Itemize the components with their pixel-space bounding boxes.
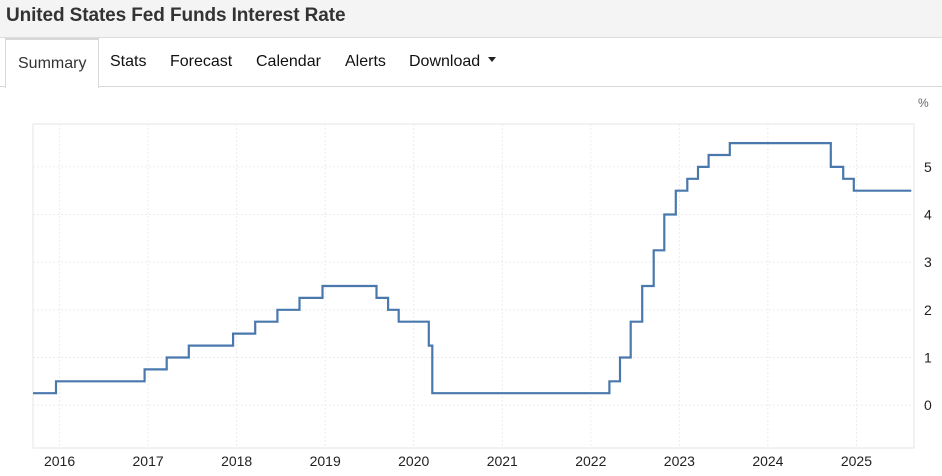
x-axis-ticks: 2016 2017 2018 2019 2020 2021 2022 2023 2024 2025	[44, 453, 872, 469]
tab-download-label: Download	[409, 53, 481, 70]
tab-summary[interactable]: Summary	[5, 38, 99, 88]
tab-alerts[interactable]: Alerts	[345, 53, 386, 70]
y-axis-unit-label: %	[918, 96, 929, 110]
y-axis-ticks: 0 1 2 3 4 5	[924, 159, 932, 413]
chart-grid	[33, 124, 914, 448]
x-tick-label: 2018	[221, 453, 252, 469]
x-tick-label: 2024	[752, 453, 783, 469]
y-tick-label: 0	[924, 397, 932, 413]
x-tick-label: 2019	[310, 453, 341, 469]
tab-stats[interactable]: Stats	[110, 53, 147, 70]
x-tick-label: 2022	[575, 453, 606, 469]
caret-down-icon	[488, 57, 497, 63]
x-tick-label: 2016	[44, 453, 75, 469]
page-title: United States Fed Funds Interest Rate	[6, 5, 346, 26]
x-tick-label: 2020	[398, 453, 429, 469]
y-tick-label: 5	[924, 159, 932, 175]
tab-calendar[interactable]: Calendar	[256, 53, 321, 70]
x-tick-label: 2025	[841, 453, 872, 469]
y-tick-label: 4	[924, 207, 932, 223]
tab-forecast[interactable]: Forecast	[170, 53, 233, 70]
y-tick-label: 2	[924, 302, 932, 318]
x-tick-label: 2017	[133, 453, 164, 469]
y-tick-label: 1	[924, 349, 932, 365]
tab-download[interactable]: Download	[409, 38, 497, 87]
x-tick-label: 2023	[664, 453, 695, 469]
rate-chart: 2016 2017 2018 2019 2020 2021 2022 2023 2024 2025…	[32, 96, 932, 469]
series-line	[33, 142, 912, 395]
y-tick-label: 3	[924, 254, 932, 270]
title-bar: United States Fed Funds Interest Rate	[0, 0, 942, 38]
plot-area-border	[32, 123, 915, 449]
tab-bar: Summary Stats Forecast Calendar Alerts D…	[0, 38, 942, 88]
x-tick-label: 2021	[487, 453, 518, 469]
